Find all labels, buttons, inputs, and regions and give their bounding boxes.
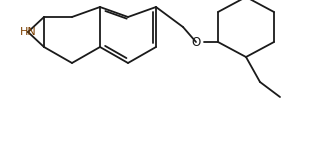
- Text: O: O: [191, 36, 201, 48]
- Text: HN: HN: [20, 27, 36, 37]
